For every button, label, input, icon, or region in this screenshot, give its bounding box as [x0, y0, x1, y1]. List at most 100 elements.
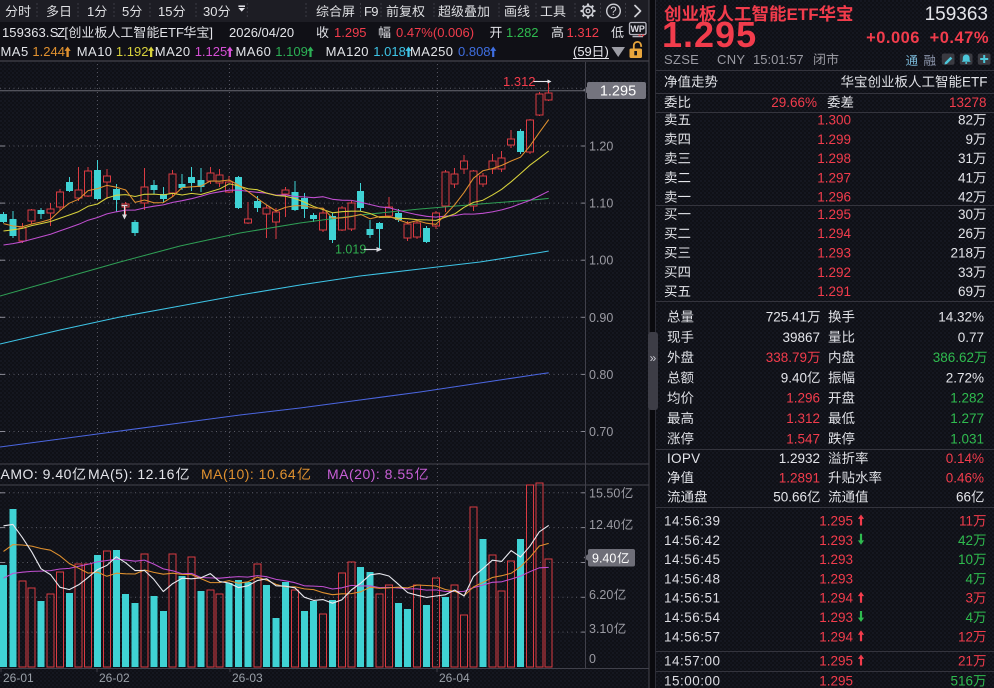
svg-text:1.296: 1.296 [817, 190, 851, 205]
svg-text:10: 10 [958, 552, 973, 567]
svg-text:1.293: 1.293 [819, 533, 853, 548]
svg-text:5: 5 [122, 4, 129, 19]
svg-text:1.295: 1.295 [819, 674, 853, 688]
svg-text:0.46%: 0.46% [946, 470, 984, 485]
svg-text:1.244: 1.244 [32, 44, 65, 59]
svg-text:M: M [1, 44, 12, 59]
svg-text:1.277: 1.277 [950, 411, 984, 426]
svg-text:ETF: ETF [787, 5, 819, 24]
svg-text:1.295: 1.295 [662, 14, 757, 55]
svg-text:(59: (59 [573, 44, 592, 59]
svg-text:6.20: 6.20 [589, 588, 613, 602]
svg-text:0: 0 [183, 44, 190, 59]
svg-text:3.10: 3.10 [589, 622, 613, 636]
svg-text:MA(10): 10.64: MA(10): 10.64 [201, 466, 296, 482]
svg-text:1.294: 1.294 [819, 629, 853, 644]
svg-text:14:56:54: 14:56:54 [664, 610, 721, 625]
svg-text:4: 4 [965, 610, 973, 625]
svg-text:1.293: 1.293 [819, 552, 853, 567]
svg-text:30: 30 [958, 207, 973, 222]
svg-text:26-04: 26-04 [439, 671, 470, 685]
svg-text:0.808: 0.808 [458, 44, 491, 59]
svg-text:A: A [247, 44, 256, 59]
svg-text:CNY: CNY [717, 52, 745, 67]
svg-text:1.20: 1.20 [589, 140, 613, 154]
svg-text:9: 9 [965, 132, 973, 147]
svg-text:MA(5): 12.16: MA(5): 12.16 [88, 466, 175, 482]
svg-text:386.62: 386.62 [933, 350, 974, 365]
svg-text:0.14%: 0.14% [946, 451, 984, 466]
svg-text:26-01: 26-01 [3, 671, 34, 685]
svg-text:1: 1 [2, 25, 9, 40]
svg-text:1.018: 1.018 [373, 44, 406, 59]
svg-text:): ) [605, 44, 609, 59]
svg-text:33: 33 [958, 265, 973, 280]
svg-text:15:00:00: 15:00:00 [664, 674, 721, 688]
svg-text:A: A [88, 44, 97, 59]
svg-text:MA(20): 8.55: MA(20): 8.55 [327, 466, 414, 482]
svg-text:1.282: 1.282 [506, 25, 539, 40]
svg-text:0: 0 [361, 44, 368, 59]
svg-text:F: F [364, 4, 372, 19]
svg-text:1.299: 1.299 [817, 132, 851, 147]
svg-text:6: 6 [256, 44, 263, 59]
svg-text:1.2891: 1.2891 [779, 470, 820, 485]
svg-text:1.295: 1.295 [817, 207, 851, 222]
svg-text:1.297: 1.297 [817, 170, 851, 185]
svg-text:+0.006: +0.006 [866, 29, 920, 47]
svg-text:1.282: 1.282 [950, 391, 984, 406]
svg-text:1.295: 1.295 [600, 84, 636, 100]
svg-text:12: 12 [958, 629, 973, 644]
svg-text:2: 2 [175, 44, 182, 59]
svg-text:2: 2 [431, 44, 438, 59]
svg-text:Z: Z [57, 25, 65, 40]
svg-text:0.77: 0.77 [958, 330, 984, 345]
svg-text:516: 516 [950, 674, 973, 688]
svg-text:12.40: 12.40 [589, 518, 620, 532]
svg-text:WP: WP [630, 24, 645, 34]
svg-text:9: 9 [17, 25, 24, 40]
svg-text:69: 69 [958, 284, 973, 299]
svg-text:41: 41 [958, 170, 973, 185]
svg-text:26-03: 26-03 [232, 671, 263, 685]
svg-text:1.312: 1.312 [786, 411, 820, 426]
svg-text:1.293: 1.293 [817, 246, 851, 261]
svg-text:5: 5 [438, 44, 445, 59]
svg-text:1.2932: 1.2932 [779, 451, 820, 466]
svg-text:1.293: 1.293 [819, 571, 853, 586]
svg-text:11: 11 [959, 514, 973, 529]
svg-text:66: 66 [956, 490, 971, 505]
svg-text:AMO: 9.40: AMO: 9.40 [1, 466, 72, 482]
svg-text:3: 3 [24, 25, 31, 40]
svg-text:M: M [77, 44, 88, 59]
svg-text:15:01:57: 15:01:57 [753, 52, 804, 67]
svg-text:1.294: 1.294 [817, 226, 851, 241]
svg-text:50.66: 50.66 [773, 490, 807, 505]
svg-text:0.70: 0.70 [589, 425, 613, 439]
svg-text:A: A [337, 44, 346, 59]
svg-text:1.547: 1.547 [786, 431, 820, 446]
svg-text:0.80: 0.80 [589, 368, 613, 382]
svg-text:ETF: ETF [962, 75, 988, 90]
svg-text:9.40: 9.40 [781, 370, 807, 385]
svg-text:31: 31 [958, 151, 973, 166]
svg-text:0: 0 [105, 44, 112, 59]
svg-text:26: 26 [958, 226, 973, 241]
svg-text:1.312: 1.312 [503, 74, 536, 89]
svg-text:1.300: 1.300 [817, 113, 851, 128]
svg-text:14:56:51: 14:56:51 [664, 591, 721, 606]
svg-text:5: 5 [165, 4, 172, 19]
svg-text:1.294: 1.294 [819, 591, 853, 606]
svg-text:6: 6 [31, 25, 38, 40]
svg-text:725.41: 725.41 [766, 310, 807, 325]
svg-text:82: 82 [958, 113, 973, 128]
svg-text:13278: 13278 [949, 95, 987, 110]
svg-text:SZSE: SZSE [664, 52, 699, 67]
svg-text:159363: 159363 [925, 4, 988, 25]
svg-text:[: [ [64, 25, 68, 40]
svg-text:3: 3 [203, 4, 210, 19]
svg-text:14.32%: 14.32% [938, 310, 984, 325]
svg-text:14:56:48: 14:56:48 [664, 571, 721, 586]
svg-text:IOPV: IOPV [667, 451, 700, 466]
svg-text:M: M [326, 44, 337, 59]
